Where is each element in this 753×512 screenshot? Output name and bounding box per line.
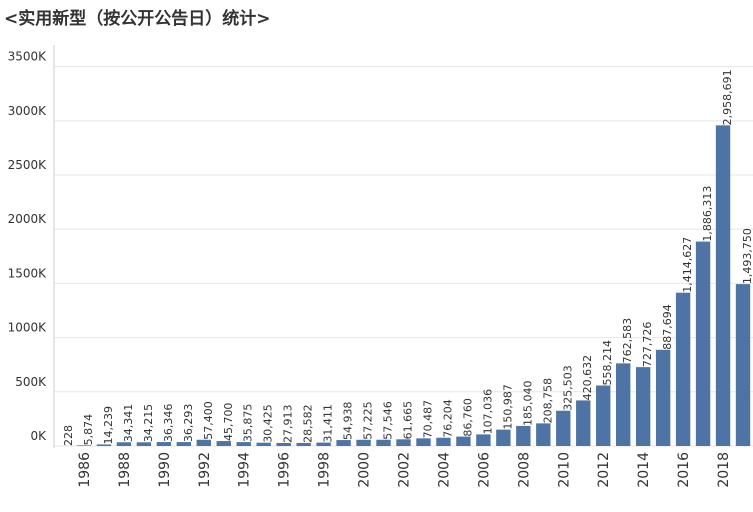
bar: [476, 434, 490, 446]
value-label: 27,913: [282, 404, 295, 443]
bar: [736, 284, 750, 446]
x-tick-label: 2018: [716, 452, 732, 488]
value-label: 1,414,627: [681, 237, 694, 293]
x-tick-label: 2008: [516, 452, 532, 488]
value-label: 61,665: [402, 401, 415, 440]
value-label: 36,346: [162, 404, 175, 443]
x-tick-label: 2000: [357, 452, 373, 488]
bar: [396, 439, 410, 446]
y-tick-label: 1500K: [8, 266, 48, 280]
bar: [496, 430, 510, 446]
value-label: 762,583: [621, 318, 634, 364]
value-label: 54,938: [342, 402, 355, 441]
bar: [576, 400, 590, 446]
y-tick-label: 3500K: [8, 50, 48, 64]
bar: [596, 386, 610, 446]
x-tick-label: 2016: [676, 452, 692, 488]
value-label: 14,239: [102, 406, 115, 445]
bar: [656, 350, 670, 446]
y-tick-label: 3000K: [8, 104, 48, 118]
bar: [456, 437, 470, 446]
value-label: 420,632: [581, 355, 594, 401]
x-tick-label: 2010: [556, 452, 572, 488]
value-label: 325,503: [561, 365, 574, 411]
y-tick-label: 2000K: [8, 212, 48, 226]
value-label: 107,036: [481, 389, 494, 435]
y-tick-label: 0K: [30, 429, 47, 443]
x-tick-label: 1988: [117, 452, 133, 488]
x-tick-label: 1986: [77, 452, 93, 488]
x-tick-label: 2012: [596, 452, 612, 488]
value-label: 228: [62, 425, 75, 446]
value-label: 185,040: [521, 380, 534, 426]
bar: [556, 411, 570, 446]
value-label: 727,726: [641, 322, 654, 368]
value-label: 28,582: [302, 404, 315, 443]
value-label: 1,493,750: [741, 228, 753, 284]
x-tick-label: 1990: [157, 452, 173, 488]
x-tick-label: 1992: [197, 452, 213, 488]
value-label: 2,958,691: [721, 69, 734, 125]
bar: [636, 367, 650, 446]
y-tick-label: 500K: [15, 375, 47, 389]
bar: [416, 438, 430, 446]
bar: [436, 438, 450, 446]
value-label: 57,546: [382, 401, 395, 440]
bar: [716, 125, 730, 446]
value-label: 36,293: [182, 404, 195, 443]
bar: [536, 423, 550, 446]
chart-title: <实用新型（按公开公告日）统计>: [4, 8, 271, 29]
value-label: 70,487: [421, 400, 434, 439]
value-label: 86,760: [461, 398, 474, 437]
x-tick-label: 2002: [397, 452, 413, 488]
value-label: 5,874: [82, 414, 95, 446]
x-tick-label: 2006: [476, 452, 492, 488]
bar: [616, 363, 630, 446]
value-label: 45,700: [222, 403, 235, 442]
value-label: 57,400: [202, 401, 215, 440]
value-label: 34,341: [122, 404, 135, 443]
value-label: 35,875: [242, 404, 255, 443]
y-tick-label: 2500K: [8, 158, 48, 172]
value-label: 558,214: [601, 340, 614, 386]
value-label: 30,425: [262, 404, 275, 443]
x-tick-label: 2014: [636, 452, 652, 488]
value-label: 208,758: [541, 378, 554, 424]
value-label: 150,987: [501, 384, 514, 430]
value-label: 887,694: [661, 304, 674, 350]
value-label: 31,411: [322, 404, 335, 443]
bar: [516, 426, 530, 446]
value-label: 76,204: [441, 399, 454, 438]
y-tick-label: 1000K: [8, 321, 48, 335]
value-label: 34,215: [142, 404, 155, 443]
value-label: 57,225: [362, 401, 375, 440]
x-tick-label: 1998: [317, 452, 333, 488]
bar: [676, 293, 690, 446]
bar: [696, 242, 710, 446]
value-label: 1,886,313: [701, 186, 714, 242]
x-tick-label: 2004: [436, 452, 452, 488]
x-tick-label: 1996: [277, 452, 293, 488]
x-tick-label: 1994: [237, 452, 253, 488]
